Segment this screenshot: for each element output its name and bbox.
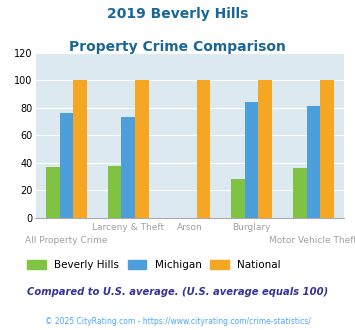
Bar <box>245 102 258 218</box>
Text: © 2025 CityRating.com - https://www.cityrating.com/crime-statistics/: © 2025 CityRating.com - https://www.city… <box>45 317 310 326</box>
Legend: Beverly Hills, Michigan, National: Beverly Hills, Michigan, National <box>23 256 285 275</box>
Bar <box>108 166 121 218</box>
Text: Larceny & Theft: Larceny & Theft <box>92 223 164 232</box>
Bar <box>121 117 135 218</box>
Text: Motor Vehicle Theft: Motor Vehicle Theft <box>269 236 355 245</box>
Bar <box>46 167 60 218</box>
Text: Burglary: Burglary <box>233 223 271 232</box>
Text: Compared to U.S. average. (U.S. average equals 100): Compared to U.S. average. (U.S. average … <box>27 287 328 297</box>
Bar <box>135 80 148 218</box>
Bar <box>307 106 320 218</box>
Text: All Property Crime: All Property Crime <box>25 236 108 245</box>
Text: 2019 Beverly Hills: 2019 Beverly Hills <box>107 7 248 20</box>
Bar <box>258 80 272 218</box>
Bar <box>197 80 210 218</box>
Bar <box>293 168 307 218</box>
Text: Property Crime Comparison: Property Crime Comparison <box>69 40 286 53</box>
Bar <box>231 179 245 218</box>
Bar <box>73 80 87 218</box>
Bar <box>60 113 73 218</box>
Text: Arson: Arson <box>177 223 203 232</box>
Bar <box>320 80 334 218</box>
